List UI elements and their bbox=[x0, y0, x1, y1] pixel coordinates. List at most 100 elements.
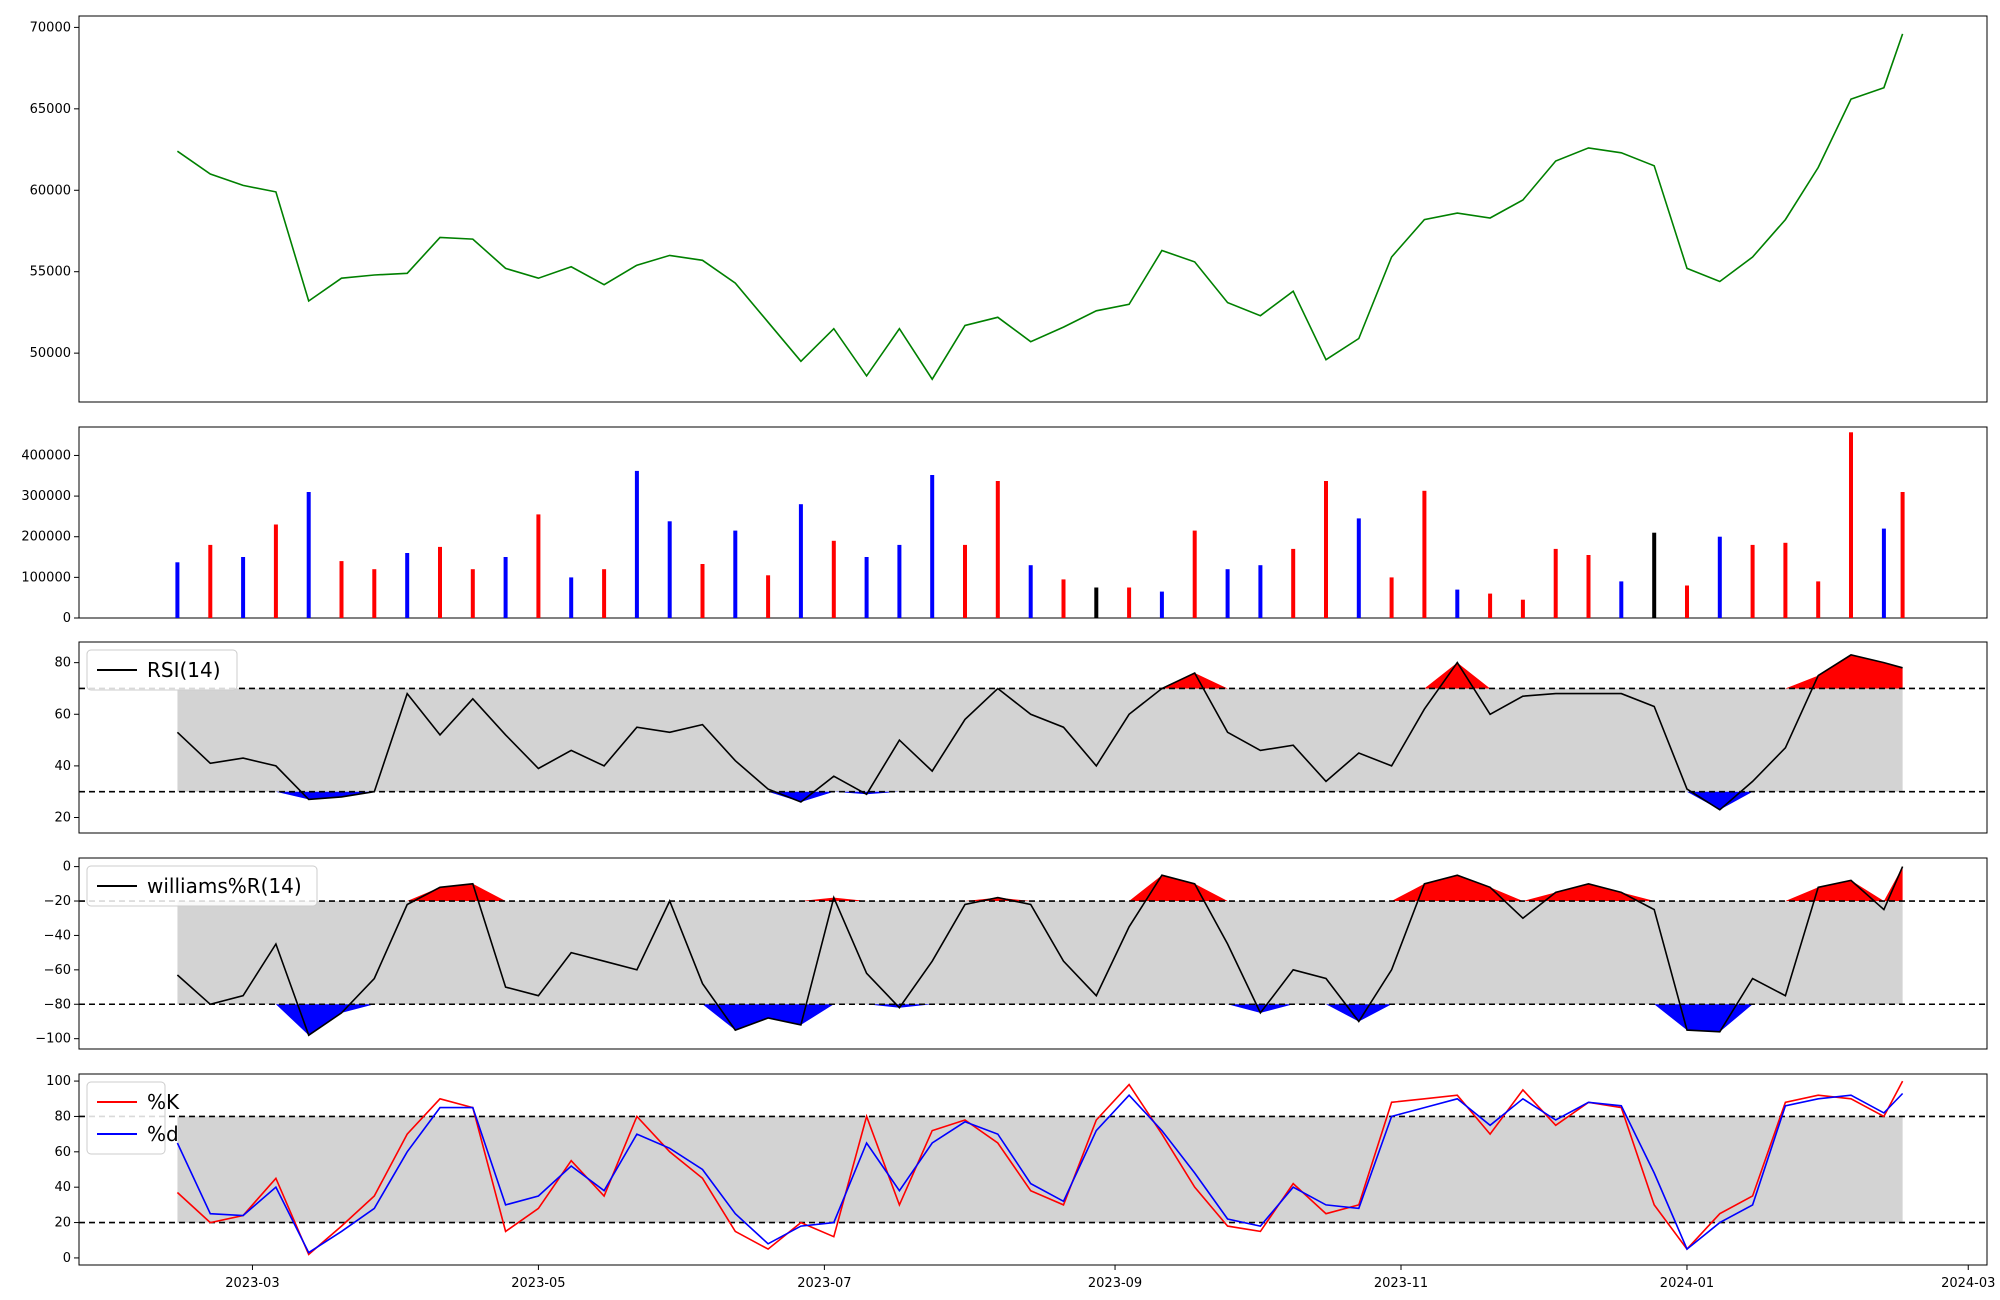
volume-bar bbox=[602, 569, 607, 618]
y-tick-label: −60 bbox=[44, 963, 71, 978]
volume-bar bbox=[1061, 579, 1066, 618]
legend-label: %K bbox=[147, 1090, 180, 1114]
stochastic-panel: 0 20 40 60 80 100 %K %d 2023-03 2023-05 2023-07 202… bbox=[46, 1073, 1995, 1291]
y-tick-label: 0 bbox=[63, 611, 71, 626]
axes-frame bbox=[78, 426, 1988, 619]
y-tick-label: 60 bbox=[54, 1145, 71, 1160]
rsi-line bbox=[176, 654, 1903, 811]
legend-label: %d bbox=[147, 1122, 179, 1146]
volume-bar bbox=[1455, 589, 1460, 618]
y-tick-label: 0 bbox=[63, 1251, 71, 1266]
volume-bar bbox=[175, 562, 180, 618]
overbought-fill bbox=[177, 866, 1903, 902]
volume-bar bbox=[438, 546, 442, 618]
legend-box bbox=[86, 649, 238, 691]
y-tick-label: 100000 bbox=[21, 570, 71, 585]
volume-bar bbox=[733, 530, 738, 618]
y-tick-label: 200000 bbox=[21, 530, 71, 545]
volume-bar bbox=[1619, 581, 1624, 618]
volume-bar bbox=[339, 561, 344, 618]
volume-bar bbox=[1127, 587, 1132, 618]
legend-label: RSI(14) bbox=[147, 658, 221, 682]
y-tick-label: 60000 bbox=[30, 183, 71, 198]
axes-frame bbox=[78, 15, 1988, 403]
price-line bbox=[176, 33, 1904, 381]
volume-bar bbox=[503, 557, 508, 618]
volume-bar bbox=[634, 470, 639, 618]
volume-bar bbox=[1324, 481, 1328, 618]
neutral-band bbox=[177, 901, 1903, 1005]
volume-bar bbox=[1520, 599, 1525, 618]
y-tick-label: 100 bbox=[46, 1074, 71, 1089]
y-tick-label: −100 bbox=[35, 1032, 71, 1047]
volume-bar bbox=[1553, 548, 1558, 618]
volume-bar bbox=[1094, 587, 1099, 618]
volume-bar bbox=[1488, 593, 1493, 618]
x-tick-label: 2024-01 bbox=[1660, 1276, 1714, 1291]
williams-r-line bbox=[176, 866, 1904, 1037]
volume-bar bbox=[1159, 591, 1164, 618]
price-panel: 50000 55000 60000 65000 70000 bbox=[30, 15, 1988, 403]
volume-bar bbox=[1586, 555, 1591, 618]
rsi-panel: 20 40 60 80 RSI(14) bbox=[54, 641, 1988, 834]
neutral-band bbox=[177, 688, 1903, 792]
volume-bar bbox=[1389, 577, 1394, 618]
y-tick-label: −20 bbox=[44, 894, 71, 909]
volume-bar bbox=[241, 557, 246, 618]
volume-bar bbox=[1816, 581, 1821, 618]
overbought-fill bbox=[177, 654, 1903, 689]
volume-bar bbox=[897, 544, 902, 618]
volume-bar bbox=[1717, 536, 1722, 618]
y-tick-label: 300000 bbox=[21, 489, 71, 504]
volume-bar bbox=[1750, 544, 1755, 618]
volume-bar bbox=[208, 544, 213, 618]
y-tick-label: 400000 bbox=[21, 448, 71, 463]
volume-bar bbox=[1900, 492, 1905, 618]
y-tick-label: 80 bbox=[54, 656, 71, 671]
volume-bar bbox=[1192, 530, 1197, 618]
axes-frame bbox=[78, 857, 1988, 1050]
y-tick-label: 50000 bbox=[30, 346, 71, 361]
x-tick-label: 2023-07 bbox=[797, 1276, 851, 1291]
volume-bar bbox=[700, 564, 705, 618]
y-tick-label: 20 bbox=[54, 1216, 71, 1231]
volume-bar bbox=[1356, 518, 1361, 618]
y-tick-label: −80 bbox=[44, 997, 71, 1012]
volume-bar bbox=[273, 524, 278, 618]
y-tick-label: 70000 bbox=[30, 20, 71, 35]
y-tick-label: 60 bbox=[54, 707, 71, 722]
volume-bar bbox=[1291, 548, 1296, 618]
y-tick-label: −40 bbox=[44, 928, 71, 943]
volume-bar bbox=[1685, 585, 1689, 618]
volume-bar bbox=[963, 544, 967, 618]
y-tick-label: 20 bbox=[54, 811, 71, 826]
y-tick-label: 80 bbox=[54, 1109, 71, 1124]
volume-bar bbox=[1652, 532, 1657, 618]
williams-r-panel: 0 −20 −40 −60 −80 −100 williams%R(14) bbox=[35, 857, 1988, 1050]
legend-label: williams%R(14) bbox=[147, 874, 302, 898]
volume-bar bbox=[667, 521, 672, 618]
volume-bar bbox=[831, 540, 836, 618]
volume-bar bbox=[1225, 569, 1230, 618]
volume-bar bbox=[569, 577, 574, 618]
volume-panel: 0 100000 200000 300000 400000 bbox=[21, 426, 1988, 626]
axes-frame bbox=[78, 641, 1988, 834]
y-tick-label: 40 bbox=[54, 759, 71, 774]
x-tick-label: 2023-09 bbox=[1088, 1276, 1142, 1291]
x-tick-label: 2024-03 bbox=[1941, 1276, 1995, 1291]
x-tick-label: 2023-05 bbox=[511, 1276, 565, 1291]
axes-frame bbox=[78, 1073, 1988, 1266]
volume-bar bbox=[405, 553, 410, 618]
y-tick-label: 0 bbox=[63, 860, 71, 875]
volume-bar bbox=[864, 557, 869, 618]
volume-bar bbox=[1028, 565, 1033, 618]
volume-bar bbox=[995, 481, 1000, 618]
y-tick-label: 65000 bbox=[30, 102, 71, 117]
volume-bar bbox=[766, 575, 771, 618]
oversold-fill bbox=[177, 1004, 1903, 1036]
volume-bar bbox=[536, 514, 541, 618]
volume-bar bbox=[1258, 565, 1263, 618]
volume-bar bbox=[372, 569, 377, 618]
volume-bar bbox=[930, 475, 935, 618]
